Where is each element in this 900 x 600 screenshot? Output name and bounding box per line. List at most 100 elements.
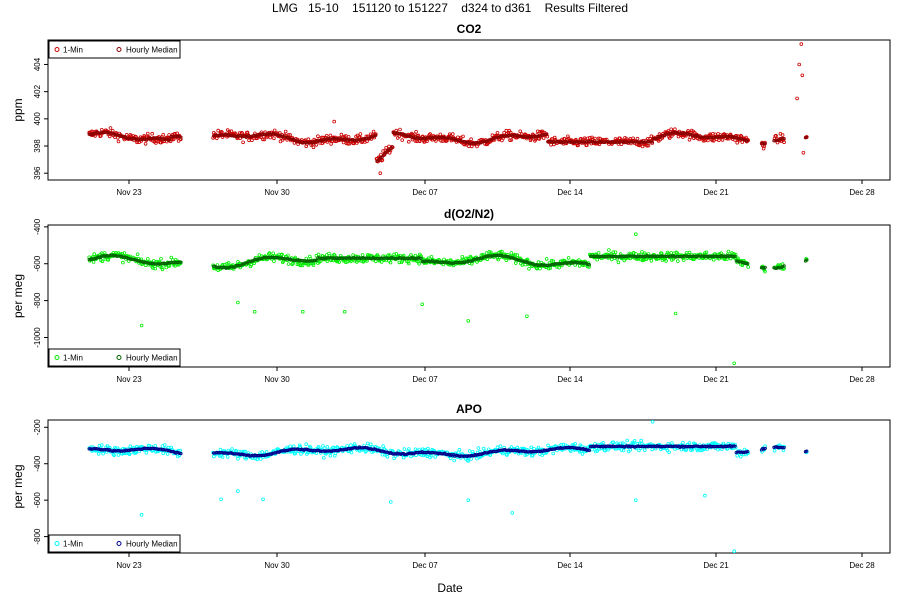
- point-1min: [566, 134, 570, 139]
- point-1min: [466, 459, 471, 463]
- point-1min: [264, 450, 269, 454]
- point-1min: [746, 265, 750, 269]
- x-tick-label: Dec 28: [849, 561, 875, 570]
- point-1min: [322, 446, 327, 450]
- point-1min: [100, 259, 105, 264]
- point-1min: [513, 252, 517, 257]
- point-1min: [225, 455, 230, 459]
- point-1min: [780, 133, 785, 137]
- point-1min: [258, 457, 263, 461]
- point-1min: [92, 252, 97, 256]
- point-1min: [509, 251, 514, 255]
- page-title: LMG 15-10 151120 to 151227 d324 to d361 …: [271, 1, 628, 15]
- point-1min-outlier: [420, 302, 425, 307]
- point-1min: [386, 253, 391, 258]
- y-tick-label: -400: [33, 218, 42, 235]
- point-1min: [160, 265, 164, 270]
- point-1min: [150, 131, 155, 136]
- point-hourly: [733, 254, 737, 259]
- point-1min: [169, 255, 174, 260]
- x-tick-label: Nov 23: [116, 188, 142, 197]
- point-hourly: [763, 141, 767, 146]
- point-1min: [711, 257, 716, 262]
- point-1min-outlier: [261, 497, 265, 502]
- point-1min: [687, 441, 692, 445]
- point-1min: [527, 266, 531, 271]
- point-1min-outlier: [799, 42, 804, 46]
- point-hourly: [732, 254, 736, 259]
- point-1min: [371, 129, 376, 134]
- point-1min: [640, 250, 644, 254]
- point-hourly: [167, 138, 172, 142]
- point-1min: [726, 249, 731, 254]
- point-1min: [360, 253, 365, 257]
- x-axis-label: Date: [437, 581, 463, 595]
- legend: 1-Min Hourly Median: [48, 40, 181, 59]
- point-hourly: [744, 262, 749, 266]
- point-1min: [448, 456, 453, 461]
- point-hourly: [732, 444, 736, 448]
- point-1min: [675, 259, 680, 263]
- point-hourly: [242, 134, 246, 138]
- point-1min-outlier: [800, 73, 805, 78]
- point-1min-outlier: [332, 119, 337, 124]
- point-1min: [541, 136, 546, 140]
- point-1min: [99, 443, 104, 447]
- point-hourly: [782, 264, 786, 268]
- point-1min: [96, 452, 101, 456]
- y-tick-label: -800: [33, 292, 42, 309]
- legend-label-hourly: Hourly Median: [126, 46, 178, 55]
- point-1min: [316, 134, 320, 139]
- point-1min: [343, 134, 348, 138]
- legend: 1-Min Hourly Median: [48, 348, 181, 367]
- point-1min: [128, 444, 133, 449]
- point-1min: [146, 131, 150, 136]
- point-1min: [425, 454, 429, 459]
- point-1min: [640, 144, 645, 149]
- point-1min: [243, 449, 248, 454]
- point-1min: [772, 448, 777, 453]
- series-1min-points: [87, 42, 809, 176]
- point-1min: [241, 140, 245, 145]
- x-tick-label: Dec 07: [412, 375, 438, 384]
- y-axis-label: per meg: [11, 464, 25, 508]
- point-1min: [615, 441, 619, 446]
- chart-3: APO per meg -800 -600 -400 -200 Nov 23 Nov 30 De…: [11, 402, 891, 570]
- point-hourly: [763, 446, 767, 451]
- point-1min: [153, 443, 158, 448]
- point-1min-outlier: [797, 62, 801, 67]
- point-hourly: [470, 454, 475, 458]
- point-1min: [498, 250, 503, 254]
- point-1min: [349, 450, 354, 455]
- point-1min: [469, 137, 473, 142]
- point-1min-outlier: [342, 309, 347, 314]
- point-hourly: [746, 139, 750, 143]
- point-1min: [486, 447, 491, 452]
- point-1min: [701, 138, 706, 143]
- point-1min: [144, 450, 149, 455]
- point-1min-outlier: [300, 309, 305, 314]
- x-tick-label: Dec 14: [557, 561, 583, 570]
- point-1min: [438, 132, 443, 137]
- point-1min: [681, 440, 685, 445]
- point-1min: [500, 138, 504, 143]
- x-tick-label: Dec 21: [703, 375, 729, 384]
- chart-title: APO: [456, 402, 482, 416]
- point-1min: [271, 251, 276, 256]
- point-1min: [328, 133, 333, 138]
- point-1min: [387, 253, 392, 257]
- point-hourly: [805, 258, 809, 262]
- x-tick-label: Nov 30: [264, 188, 290, 197]
- point-1min: [392, 252, 396, 257]
- point-1min: [461, 134, 465, 139]
- point-1min-outlier: [219, 497, 223, 502]
- point-1min-outlier: [633, 232, 638, 237]
- point-1min: [667, 136, 672, 140]
- point-hourly: [746, 262, 750, 266]
- point-hourly: [650, 140, 654, 144]
- point-1min: [635, 136, 640, 141]
- point-1min: [135, 252, 140, 257]
- point-1min: [272, 136, 276, 141]
- point-1min: [384, 146, 388, 150]
- x-tick-label: Nov 23: [116, 375, 142, 384]
